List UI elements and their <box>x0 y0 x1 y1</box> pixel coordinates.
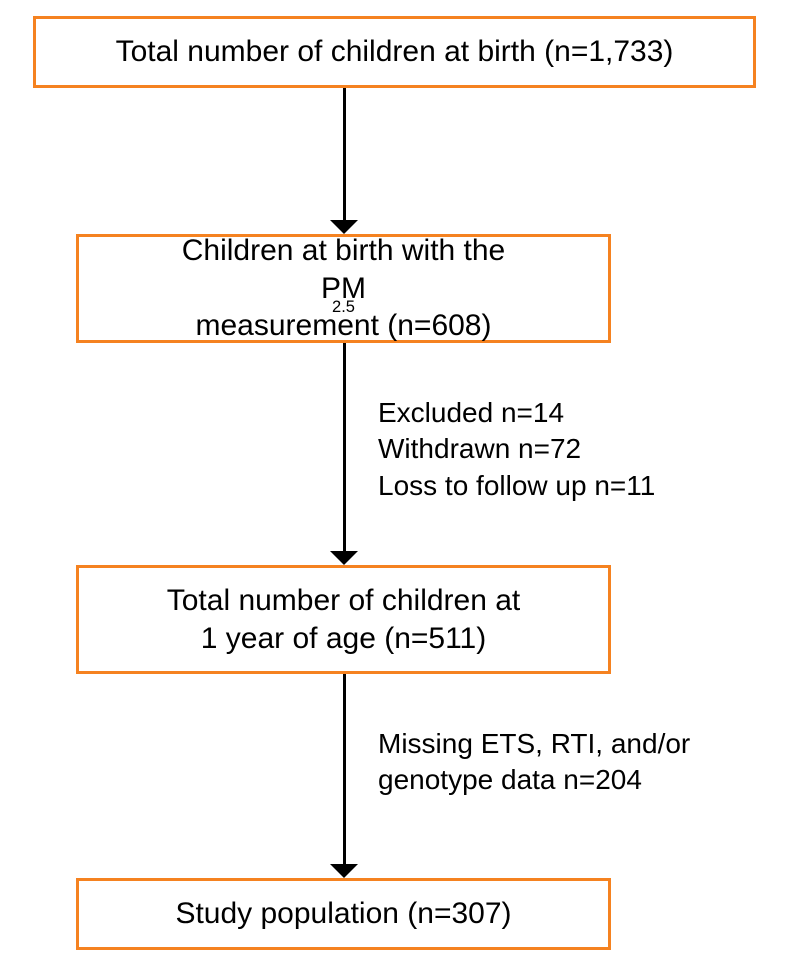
arrow-line <box>343 88 346 220</box>
edge-label-line: Withdrawn n=72 <box>378 431 655 467</box>
edge-label-line: Missing ETS, RTI, and/or <box>378 726 690 762</box>
arrow-line <box>343 343 346 551</box>
node-text: Total number of children at birth (n=1,7… <box>106 33 684 71</box>
node-text: Total number of children at1 year of age… <box>157 582 531 657</box>
flowchart-node: Children at birth with thePM2.5 measurem… <box>76 234 611 343</box>
flowchart-node: Total number of children at1 year of age… <box>76 565 611 674</box>
edge-label-line: Excluded n=14 <box>378 395 655 431</box>
flowchart-node: Study population (n=307) <box>76 878 611 950</box>
edge-label-line: Loss to follow up n=11 <box>378 468 655 504</box>
arrow-head <box>330 551 358 565</box>
edge-label-line: genotype data n=204 <box>378 762 690 798</box>
node-text: Children at birth with thePM2.5 measurem… <box>172 232 516 345</box>
edge-label: Missing ETS, RTI, and/orgenotype data n=… <box>378 726 690 799</box>
arrow-head <box>330 864 358 878</box>
arrow-line <box>343 674 346 864</box>
node-text: Study population (n=307) <box>165 895 521 933</box>
flowchart-canvas: Excluded n=14Withdrawn n=72Loss to follo… <box>0 0 791 958</box>
flowchart-node: Total number of children at birth (n=1,7… <box>33 16 756 88</box>
edge-label: Excluded n=14Withdrawn n=72Loss to follo… <box>378 395 655 504</box>
